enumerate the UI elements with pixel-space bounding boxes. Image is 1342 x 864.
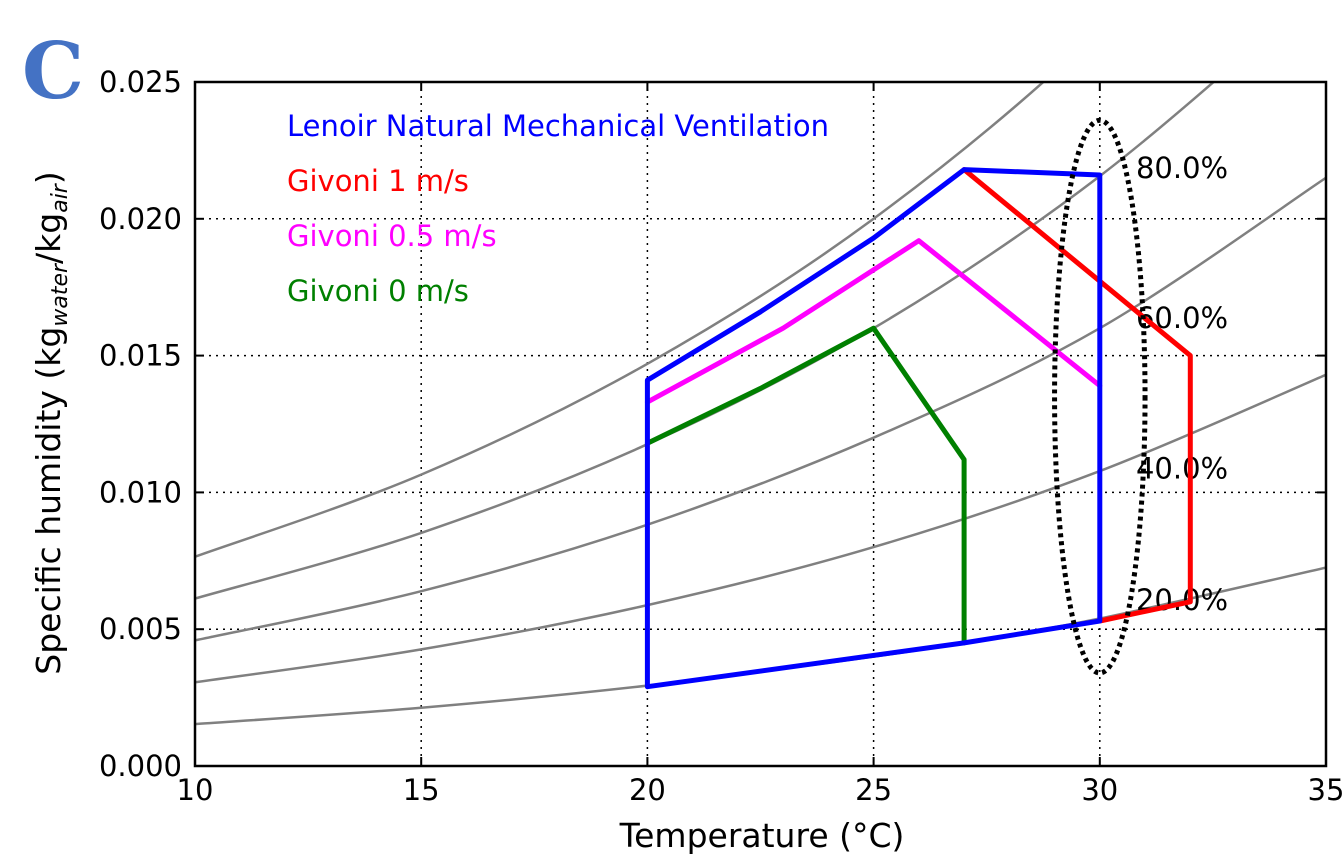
y-tick-label: 0.010 [99, 475, 182, 509]
y-tick-label: 0.005 [99, 612, 182, 646]
rh-curve-1 [195, 373, 1326, 684]
y-axis-title-suffix: ) [29, 171, 68, 184]
plot-frame [193, 80, 1328, 768]
series-line-1 [961, 167, 1193, 624]
data-series [644, 167, 1193, 690]
legend-entry: Givoni 0 m/s [287, 274, 469, 308]
legend-entry: Givoni 1 m/s [287, 164, 469, 198]
x-tick-label: 10 [177, 773, 214, 807]
y-axis-title-sub-water: water [48, 262, 73, 327]
series-line-0 [644, 167, 1103, 690]
legend-entry: Givoni 0.5 m/s [287, 219, 497, 253]
axes: 10 15 20 25 30 35 0.000 0.005 0.010 0.015 0.020 0.0… [99, 65, 1342, 807]
y-tick-label: 0.025 [99, 65, 182, 99]
annotations [1052, 117, 1148, 676]
x-tick-label: 15 [403, 773, 440, 807]
y-axis-title-prefix: Specific humidity (kg [29, 327, 68, 675]
x-tick-label: 25 [855, 773, 892, 807]
y-tick-label: 0.015 [99, 339, 182, 373]
y-axis-title-sub-air: air [48, 182, 73, 213]
legend: Lenoir Natural Mechanical Ventilation Giv… [287, 109, 829, 308]
x-tick-label: 20 [629, 773, 666, 807]
y-tick-label: 0.000 [99, 749, 182, 783]
panel-label: C [22, 26, 84, 117]
rh-curve-4 [195, 82, 1046, 558]
rh-curve-label: 40.0% [1136, 452, 1228, 486]
x-tick-label: 35 [1308, 773, 1342, 807]
rh-curve-label: 60.0% [1136, 301, 1228, 335]
rh-curve-2 [195, 176, 1326, 642]
series-line-2 [644, 238, 1103, 405]
y-axis-title: Specific humidity (kgwater/kgair) [29, 171, 73, 674]
x-tick-label: 30 [1081, 773, 1118, 807]
x-axis-title: Temperature (°C) [619, 816, 905, 855]
highlight-ellipse [1052, 117, 1148, 676]
legend-entry: Lenoir Natural Mechanical Ventilation [287, 109, 829, 143]
rh-curve-label: 80.0% [1136, 151, 1228, 185]
series-line-3 [644, 325, 967, 646]
y-axis-title-mid: /kg [29, 213, 68, 264]
y-tick-label: 0.020 [99, 202, 182, 236]
